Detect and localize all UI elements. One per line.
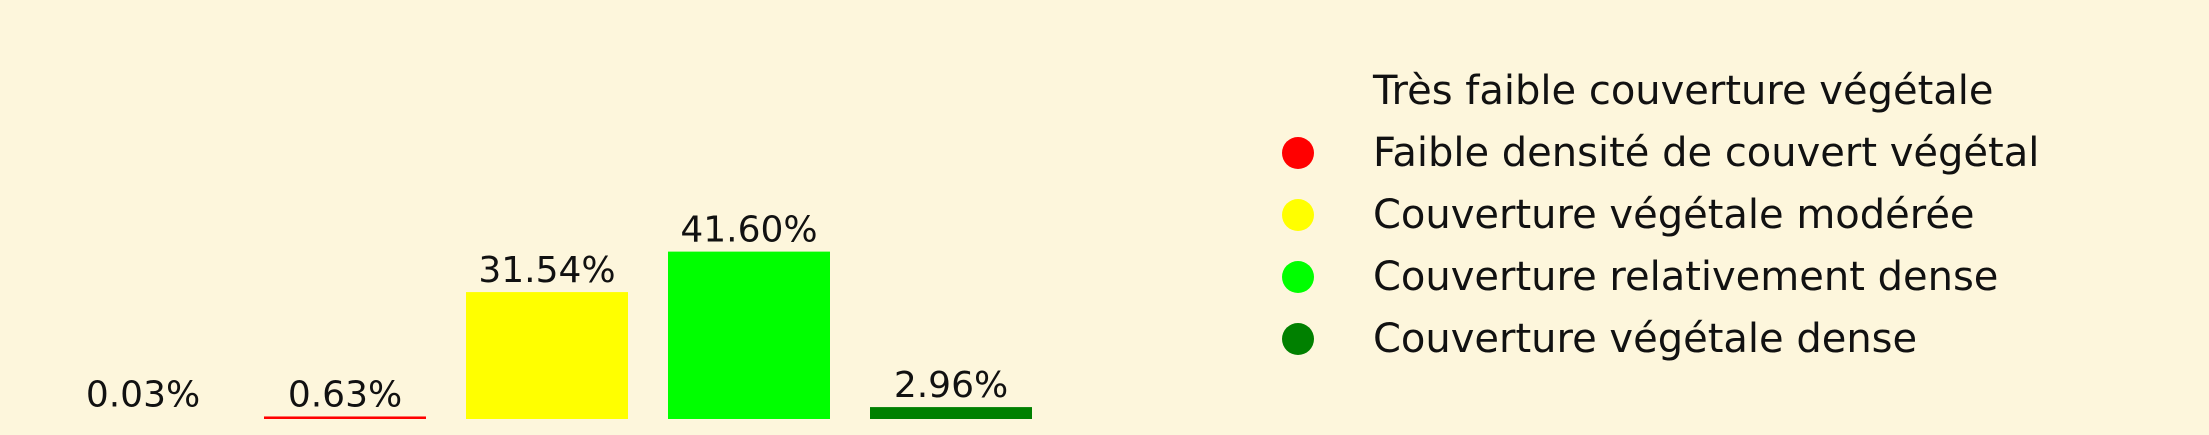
bar-value-label-1: 0.03%	[86, 375, 200, 416]
bar-value-label-3: 31.54%	[478, 250, 615, 291]
legend-marker-1	[1282, 75, 1314, 107]
legend-marker-5	[1282, 323, 1314, 355]
value-labels-layer: 0.03% 0.63% 31.54% 41.60% 2.96%	[86, 210, 1008, 416]
legend-marker-4	[1282, 261, 1314, 293]
legend-marker-3	[1282, 199, 1314, 231]
legend-label-3: Couverture végétale modérée	[1373, 192, 1975, 238]
bar-4	[668, 251, 830, 419]
legend-marker-2	[1282, 137, 1314, 169]
bar-5	[870, 407, 1032, 419]
legend-label-5: Couverture végétale dense	[1373, 316, 1917, 362]
bar-value-label-5: 2.96%	[894, 365, 1008, 406]
legend: Très faible couverture végétale Faible de…	[1282, 68, 2039, 362]
bar-value-label-2: 0.63%	[288, 374, 402, 415]
legend-label-4: Couverture relativement dense	[1373, 254, 1998, 300]
legend-label-2: Faible densité de couvert végétal	[1373, 130, 2039, 176]
legend-label-1: Très faible couverture végétale	[1372, 68, 1994, 114]
bar-3	[466, 292, 628, 419]
bar-2	[264, 416, 426, 419]
bars-layer	[62, 251, 1032, 419]
bar-value-label-4: 41.60%	[680, 210, 817, 251]
bar-1	[62, 416, 224, 419]
